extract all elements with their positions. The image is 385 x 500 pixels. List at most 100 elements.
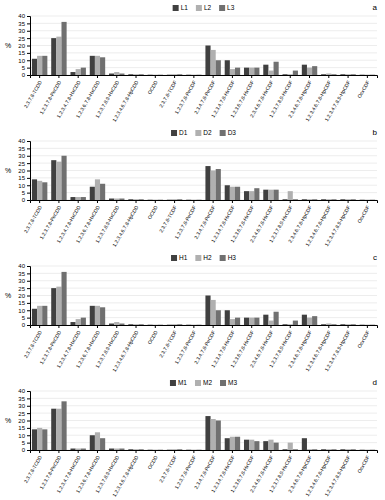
x-axis: 2,3,7,8-TCDD1,2,3,7,8-PeCDD1,2,3,4,7,8-H… (22, 200, 377, 248)
bar (81, 449, 86, 450)
tick-label: 40 (18, 13, 25, 19)
bar (51, 288, 56, 325)
tick-mark (174, 200, 175, 203)
bar (230, 437, 235, 450)
legend: M1M2M3 (170, 379, 237, 386)
panel: 05101520253035402,3,7,8-TCDD1,2,3,7,8-Pe… (5, 128, 378, 248)
bar (32, 309, 37, 325)
bar (360, 324, 365, 325)
tick: 5 (22, 190, 30, 196)
bar (244, 68, 249, 75)
tick: 0 (22, 72, 30, 78)
tick: 0 (22, 447, 30, 453)
bar (114, 199, 119, 200)
grid-line (30, 16, 377, 17)
tick-mark (116, 75, 117, 78)
axis-line (31, 201, 378, 204)
tick: 15 (18, 425, 30, 431)
tick: 30 (18, 153, 30, 159)
tick-mark (78, 75, 79, 78)
tick-label: 40 (18, 388, 25, 394)
tick-label: 10 (18, 58, 25, 64)
bar (32, 179, 37, 200)
bar (321, 449, 326, 450)
bar (100, 57, 105, 75)
bar (76, 319, 81, 325)
tick-mark (309, 200, 310, 203)
bar (133, 199, 138, 200)
bar (76, 449, 81, 450)
panel: 05101520253035402,3,7,8-TCDD1,2,3,7,8-Pe… (5, 3, 378, 123)
bars (32, 401, 375, 450)
bar (263, 65, 268, 75)
tick-label: 40 (18, 263, 25, 269)
legend-swatch (170, 380, 176, 386)
tick-label: 5 (22, 65, 26, 71)
bar (321, 324, 326, 325)
bar (119, 199, 124, 200)
bar (95, 432, 100, 450)
tick-mark (58, 75, 59, 78)
bar (268, 190, 273, 200)
tick: 30 (18, 28, 30, 34)
bar (81, 197, 86, 200)
tick-mark (348, 325, 349, 328)
tick: 20 (18, 168, 30, 174)
bar (225, 60, 230, 75)
tick: 20 (18, 293, 30, 299)
tick-mark (290, 450, 291, 453)
bar (211, 300, 216, 325)
bar-series (37, 162, 370, 200)
bar (37, 306, 42, 325)
legend-label: L1 (181, 4, 189, 11)
bar (235, 437, 240, 450)
tick-mark (309, 75, 310, 78)
bar (351, 74, 356, 75)
bar (288, 191, 293, 200)
bar (225, 438, 230, 450)
grid-line (30, 148, 377, 149)
tick: OcxCDF (356, 325, 371, 349)
legend-swatch (220, 380, 226, 386)
panel-label: b (373, 128, 378, 137)
tick-label: 20 (18, 168, 25, 174)
tick-label: 25 (18, 36, 25, 42)
bar (254, 441, 259, 450)
legend: D1D2D3 (171, 129, 236, 136)
tick-label: OcxCDF (356, 454, 371, 474)
bar (302, 438, 307, 450)
bars (32, 272, 375, 325)
grid-line (30, 185, 377, 186)
tick-label: 10 (18, 433, 25, 439)
legend-swatch (173, 5, 179, 11)
tick: 1,2,3,4,7,8,9-HpCDF (323, 75, 351, 122)
tick: 20 (18, 418, 30, 424)
bar (177, 449, 182, 450)
tick-mark (328, 450, 329, 453)
bar (263, 441, 268, 450)
tick-mark (270, 200, 271, 203)
panel: 05101520253035402,3,7,8-TCDD1,2,3,7,8-Pe… (5, 253, 378, 373)
legend-item: D1 (171, 129, 188, 136)
grid-line (30, 427, 377, 428)
bar (293, 321, 298, 325)
bar (90, 435, 95, 450)
bar (191, 449, 196, 450)
tick-label: 35 (18, 396, 25, 402)
legend-label: D1 (179, 129, 188, 136)
bar (167, 449, 172, 450)
bar (312, 66, 317, 75)
grid-line (30, 163, 377, 164)
bar (172, 324, 177, 325)
legend-label: L2 (204, 4, 212, 11)
tick-label: 30 (18, 153, 25, 159)
bar (167, 324, 172, 325)
bar (307, 318, 312, 325)
grid-line (30, 420, 377, 421)
tick-mark (27, 156, 30, 157)
bar (100, 438, 105, 450)
legend: L1L2L3 (173, 4, 235, 11)
tick-mark (348, 450, 349, 453)
bar (370, 199, 375, 200)
grid-line (30, 295, 377, 296)
